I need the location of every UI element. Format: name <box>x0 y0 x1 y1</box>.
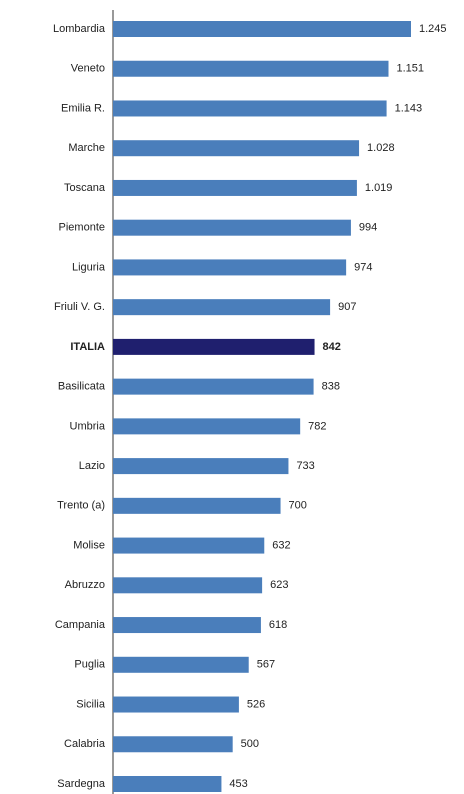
value-label: 1.245 <box>419 23 447 35</box>
bar <box>113 299 331 316</box>
value-label: 733 <box>296 460 314 472</box>
category-label: Calabria <box>64 738 106 750</box>
category-label: Sicilia <box>76 698 106 710</box>
category-label: Sardegna <box>57 778 106 790</box>
category-label: Abruzzo <box>65 579 105 591</box>
value-label: 782 <box>308 420 326 432</box>
category-label: Umbria <box>70 420 106 432</box>
value-label: 1.143 <box>395 102 423 114</box>
bar <box>113 60 389 77</box>
bar <box>113 21 411 37</box>
value-label: 974 <box>354 261 372 273</box>
bar <box>113 776 222 792</box>
value-label: 623 <box>270 579 288 591</box>
bar <box>113 537 265 554</box>
category-label: Lombardia <box>53 23 106 35</box>
bar <box>113 219 351 236</box>
category-label: ITALIA <box>70 341 105 353</box>
bar <box>113 577 263 594</box>
category-label: Toscana <box>64 182 106 194</box>
value-label: 907 <box>338 301 356 313</box>
bar <box>113 378 314 395</box>
value-label: 838 <box>322 381 340 393</box>
bar <box>113 458 289 475</box>
bar <box>113 617 261 634</box>
value-label: 1.151 <box>397 63 425 75</box>
value-label: 453 <box>229 778 247 790</box>
category-label: Friuli V. G. <box>54 301 105 313</box>
category-label: Lazio <box>79 460 105 472</box>
bar <box>113 656 249 673</box>
value-label: 526 <box>247 698 265 710</box>
category-label: Veneto <box>71 63 105 75</box>
bar <box>113 179 357 196</box>
category-label: Campania <box>55 619 106 631</box>
category-label: Trento (a) <box>57 500 105 512</box>
value-label: 618 <box>269 619 287 631</box>
value-label: 994 <box>359 222 377 234</box>
value-label: 842 <box>323 341 341 353</box>
bar <box>113 418 301 435</box>
value-label: 1.019 <box>365 182 393 194</box>
bar <box>113 497 281 514</box>
bar <box>113 338 315 355</box>
bar <box>113 140 360 157</box>
value-label: 500 <box>241 738 259 750</box>
category-label: Liguria <box>72 261 106 273</box>
category-label: Emilia R. <box>61 102 105 114</box>
value-label: 700 <box>289 500 307 512</box>
category-label: Marche <box>68 142 105 154</box>
bar <box>113 100 387 117</box>
category-label: Molise <box>73 539 105 551</box>
category-label: Piemonte <box>59 222 105 234</box>
value-label: 632 <box>272 539 290 551</box>
bar <box>113 696 239 713</box>
value-label: 1.028 <box>367 142 395 154</box>
category-label: Puglia <box>74 659 105 671</box>
bar <box>113 259 347 276</box>
category-label: Basilicata <box>58 381 106 393</box>
value-label: 567 <box>257 659 275 671</box>
bar <box>113 736 233 753</box>
